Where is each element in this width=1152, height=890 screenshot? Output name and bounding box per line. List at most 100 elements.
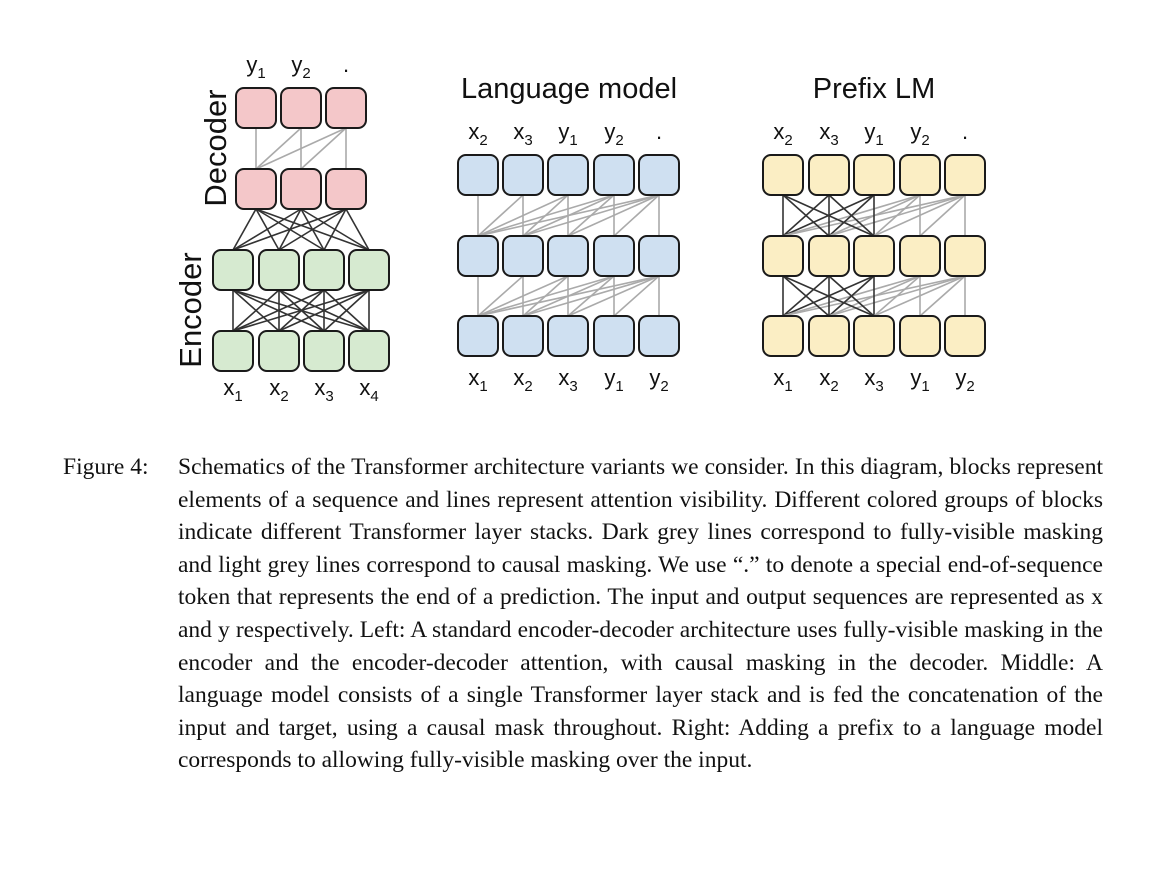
prefix-block-r2-4: [944, 154, 986, 196]
cross-attn-1-0: [255, 208, 280, 251]
decoder-block-l1-2: [325, 168, 367, 210]
encoder-attn-3-1: [278, 289, 370, 332]
architecture-figure: y1 y2. x1 x2 x3 x4 Decoder Encoder Language mode…: [0, 0, 1152, 440]
lm-l1-attn-1-2: [522, 275, 569, 317]
prefix-block-r0-2: [853, 315, 895, 357]
lm-block-r2-1: [502, 154, 544, 196]
encoder-block-l2-0: [212, 249, 254, 291]
prefix-block-r0-1: [808, 315, 850, 357]
prefix-output-token: y2: [910, 119, 929, 149]
encoder-attn-1-0: [232, 289, 280, 332]
encoder-block-l1-2: [303, 330, 345, 372]
encoder-block-l2-3: [348, 249, 390, 291]
prefix-block-r1-1: [808, 235, 850, 277]
prefix-block-r0-3: [899, 315, 941, 357]
prefix-block-r2-3: [899, 154, 941, 196]
lm-l1-attn-0-1: [477, 275, 524, 317]
architecture-diagram: y1 y2 . x1 x2 x3 x4 Decoder Encoder Language mode…: [173, 52, 986, 405]
prefix-input-token: x2: [819, 365, 838, 395]
decoder-output-token: .: [343, 52, 349, 77]
encoder-block-l2-2: [303, 249, 345, 291]
encoder-block-l1-0: [212, 330, 254, 372]
lm-input-token: y1: [604, 365, 623, 395]
cross-attn-0-0: [232, 208, 257, 251]
encoder-input-token: x1: [223, 375, 242, 405]
encoder-block-l2-1: [258, 249, 300, 291]
prefix-l1-attn-2-1: [828, 275, 875, 317]
prefix-output-token: y1: [864, 119, 883, 149]
caption-text: Schematics of the Transformer architectu…: [178, 454, 1103, 774]
lm-input-token: x1: [468, 365, 487, 395]
lm-l2-attn-2-3: [567, 194, 615, 237]
encoder-input-token: x3: [314, 375, 333, 405]
decoder-block-l1-1: [280, 168, 322, 210]
encoder-attn-3-0: [232, 289, 370, 332]
cross-attn-3-1: [300, 208, 370, 251]
prefix-l1-attn-2-0: [782, 275, 875, 317]
lm-block-r2-0: [457, 154, 499, 196]
prefix-block-r1-0: [762, 235, 804, 277]
lm-l1-attn-2-3: [567, 275, 615, 317]
prefix-block-r1-3: [899, 235, 941, 277]
figure-caption: Figure 4: Schematics of the Transformer …: [63, 451, 1103, 777]
lm-input-token: x3: [558, 365, 577, 395]
lm-output-token: y2: [604, 119, 623, 149]
encoder-attn-3-2: [323, 289, 370, 332]
lm-l2-attn-1-2: [522, 194, 569, 237]
lm-output-token: .: [656, 119, 662, 144]
prefix-output-token: x2: [773, 119, 792, 149]
decoder-block-l1-0: [235, 168, 277, 210]
sequence-blocks: [212, 87, 986, 372]
cross-attn-3-0: [255, 208, 370, 251]
decoder-output-token: y2: [291, 52, 310, 82]
lm-block-r2-3: [593, 154, 635, 196]
lm-block-r2-2: [547, 154, 589, 196]
decoder-block-l2-2: [325, 87, 367, 129]
prefix-l2-attn-1-0: [782, 194, 830, 237]
prefix-input-token: y1: [910, 365, 929, 395]
lm-block-r1-2: [547, 235, 589, 277]
prefix-l1-attn-3-4: [919, 275, 966, 317]
lm-title: Language model: [461, 73, 677, 105]
lm-block-r0-0: [457, 315, 499, 357]
prefix-l2-attn-3-4: [919, 194, 966, 237]
lm-block-r1-1: [502, 235, 544, 277]
attention-lines: [232, 127, 966, 332]
lm-block-r1-3: [593, 235, 635, 277]
lm-block-r1-0: [457, 235, 499, 277]
decoder-block-l2-1: [280, 87, 322, 129]
prefix-block-r2-1: [808, 154, 850, 196]
decoder-output-token: y1: [246, 52, 265, 82]
lm-block-r0-4: [638, 315, 680, 357]
prefix-l2-attn-2-0: [782, 194, 875, 237]
prefix-l2-attn-2-1: [828, 194, 875, 237]
lm-block-r2-4: [638, 154, 680, 196]
prefix-output-token: .: [962, 119, 968, 144]
prefix-l2-attn-2-3: [873, 194, 921, 237]
lm-output-token: x3: [513, 119, 532, 149]
lm-block-r1-4: [638, 235, 680, 277]
prefix-l1-attn-1-0: [782, 275, 830, 317]
cross-attn-2-0: [255, 208, 325, 251]
prefix-input-token: x1: [773, 365, 792, 395]
lm-output-token: x2: [468, 119, 487, 149]
lm-l2-attn-0-1: [477, 194, 524, 237]
lm-l1-attn-3-4: [613, 275, 660, 317]
prefix-block-r2-2: [853, 154, 895, 196]
prefix-block-r0-4: [944, 315, 986, 357]
prefix-input-token: x3: [864, 365, 883, 395]
decoder-block-l2-0: [235, 87, 277, 129]
decoder-attn-1-2: [300, 127, 347, 170]
prefix-l1-attn-2-3: [873, 275, 921, 317]
lm-output-token: y1: [558, 119, 577, 149]
lm-l2-attn-3-4: [613, 194, 660, 237]
lm-input-token: y2: [649, 365, 668, 395]
lm-input-token: x2: [513, 365, 532, 395]
prefix-input-token: y2: [955, 365, 974, 395]
diagram-labels: y1 y2 . x1 x2 x3 x4 Decoder Encoder Language mode…: [173, 52, 975, 405]
caption-label: Figure 4:: [63, 454, 149, 480]
prefix-block-r0-0: [762, 315, 804, 357]
encoder-block-l1-3: [348, 330, 390, 372]
encoder-label: Encoder: [173, 252, 208, 367]
cross-attn-3-2: [345, 208, 370, 251]
